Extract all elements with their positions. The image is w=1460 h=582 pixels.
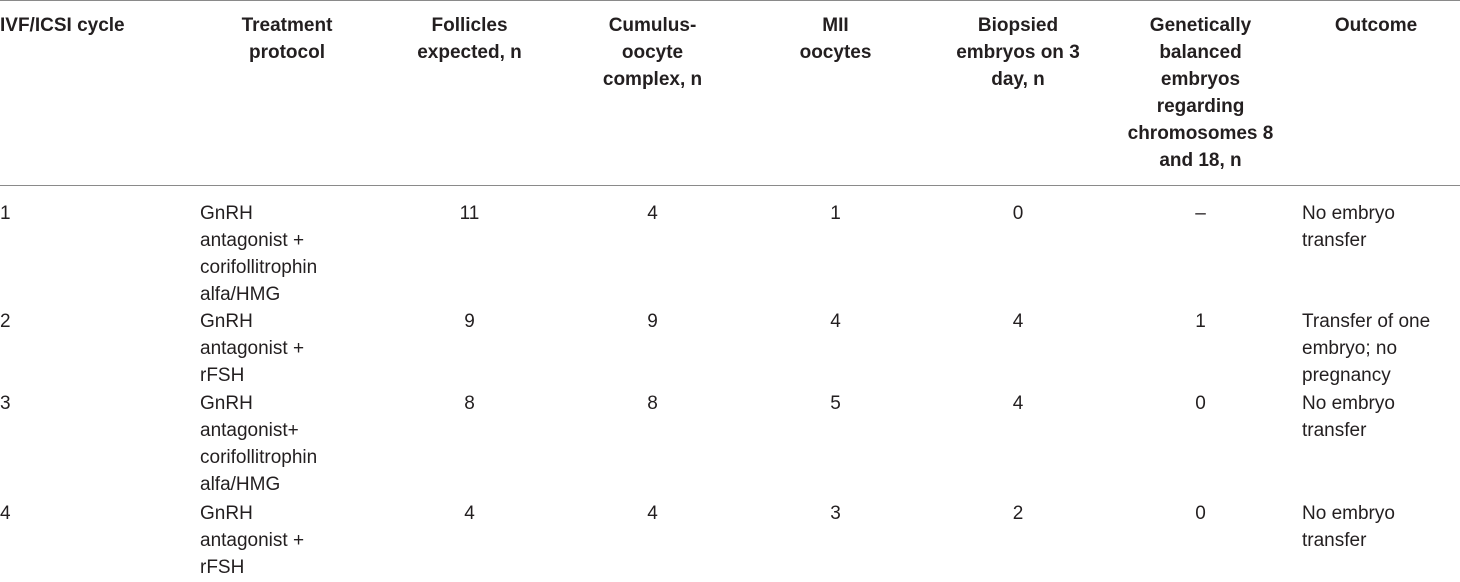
- cell-mii: 4: [744, 308, 927, 390]
- cell-outcome: Transfer of one embryo; no pregnancy: [1292, 308, 1460, 390]
- cell-mii: 3: [744, 500, 927, 582]
- header-mii-oocytes: MII oocytes: [744, 1, 927, 186]
- cell-balanced: 1: [1109, 308, 1292, 390]
- cell-outcome: No embryo transfer: [1292, 390, 1460, 500]
- cell-biopsied: 0: [927, 186, 1109, 309]
- cell-balanced: 0: [1109, 500, 1292, 582]
- cell-biopsied: 2: [927, 500, 1109, 582]
- header-genetically-balanced-embryos: Genetically balanced embryos regarding c…: [1109, 1, 1292, 186]
- cell-follicles: 4: [378, 500, 561, 582]
- cell-follicles: 11: [378, 186, 561, 309]
- cell-protocol: GnRH antagonist + corifollitrophin alfa/…: [196, 186, 378, 309]
- header-cumulus-oocyte-complex: Cumulus-oocyte complex, n: [561, 1, 744, 186]
- table-row: 1 GnRH antagonist + corifollitrophin alf…: [0, 186, 1460, 309]
- cell-mii: 1: [744, 186, 927, 309]
- cell-outcome: No embryo transfer: [1292, 186, 1460, 309]
- header-biopsied-embryos: Biopsied embryos on 3 day, n: [927, 1, 1109, 186]
- cell-cycle: 4: [0, 500, 196, 582]
- cell-follicles: 8: [378, 390, 561, 500]
- cell-protocol: GnRH antagonist+ corifollitrophin alfa/H…: [196, 390, 378, 500]
- table-row: 4 GnRH antagonist + rFSH 4 4 3 2 0 No em…: [0, 500, 1460, 582]
- cell-biopsied: 4: [927, 390, 1109, 500]
- cell-biopsied: 4: [927, 308, 1109, 390]
- cell-cycle: 1: [0, 186, 196, 309]
- cell-mii: 5: [744, 390, 927, 500]
- cell-coc: 9: [561, 308, 744, 390]
- cell-protocol: GnRH antagonist + rFSH: [196, 500, 378, 582]
- table-header: IVF/ICSI cycle Treatment protocol Follic…: [0, 1, 1460, 186]
- header-row: IVF/ICSI cycle Treatment protocol Follic…: [0, 1, 1460, 186]
- header-outcome: Outcome: [1292, 1, 1460, 186]
- header-ivf-icsi-cycle: IVF/ICSI cycle: [0, 1, 196, 186]
- header-follicles-expected: Follicles expected, n: [378, 1, 561, 186]
- table-row: 2 GnRH antagonist + rFSH 9 9 4 4 1 Trans…: [0, 308, 1460, 390]
- cell-balanced: 0: [1109, 390, 1292, 500]
- cell-cycle: 3: [0, 390, 196, 500]
- cell-outcome: No embryo transfer: [1292, 500, 1460, 582]
- table-body: 1 GnRH antagonist + corifollitrophin alf…: [0, 186, 1460, 582]
- cell-follicles: 9: [378, 308, 561, 390]
- cell-coc: 8: [561, 390, 744, 500]
- cell-cycle: 2: [0, 308, 196, 390]
- header-treatment-protocol: Treatment protocol: [196, 1, 378, 186]
- cell-balanced: –: [1109, 186, 1292, 309]
- cell-protocol: GnRH antagonist + rFSH: [196, 308, 378, 390]
- table-row: 3 GnRH antagonist+ corifollitrophin alfa…: [0, 390, 1460, 500]
- cell-coc: 4: [561, 186, 744, 309]
- cell-coc: 4: [561, 500, 744, 582]
